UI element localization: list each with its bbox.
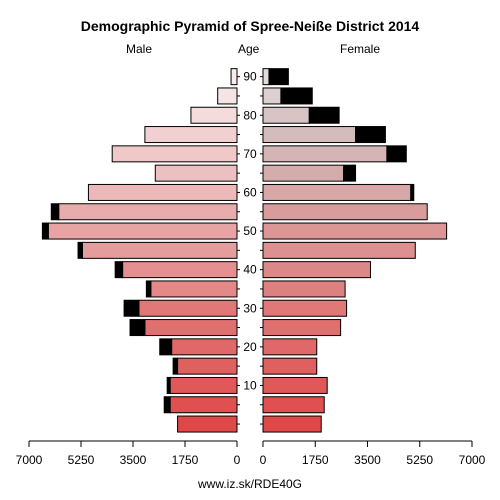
male-x-tick-label: 1750: [172, 453, 199, 467]
male-surplus-bar-25-29: [129, 319, 146, 337]
female-bar-35-39: [262, 280, 346, 298]
female-x-tick-label: 0: [260, 453, 267, 467]
age-tick-label: 20: [243, 340, 257, 354]
male-surplus-bar-35-39: [145, 280, 152, 298]
male-bar-65-69: [154, 164, 238, 182]
male-bar-40-44: [122, 261, 238, 279]
male-bar-75-79: [144, 126, 238, 144]
male-bar-30-34: [138, 299, 238, 317]
female-bar-30-34: [262, 299, 348, 317]
male-bar-15-19: [177, 357, 238, 375]
male-surplus-bar-20-24: [159, 338, 173, 356]
female-bar-20-24: [262, 338, 318, 356]
male-x-tick-label: 3500: [120, 453, 147, 467]
male-header: Male: [126, 42, 153, 56]
source-footer: www.iz.sk/RDE40G: [197, 477, 303, 491]
female-bar-60-64: [262, 183, 412, 201]
age-tick-label: 90: [243, 70, 257, 84]
male-x-tick-label: 7000: [16, 453, 43, 467]
male-surplus-bar-45-49: [77, 241, 83, 259]
female-bar-55-59: [262, 203, 428, 221]
male-x-tick-label: 5250: [68, 453, 95, 467]
female-bar-5-9: [262, 396, 325, 414]
male-x-tick-label: 0: [234, 453, 241, 467]
age-tick-label: 40: [243, 263, 257, 277]
male-bar-25-29: [144, 319, 238, 337]
male-bar-0-4: [177, 415, 238, 433]
female-surplus-bar-85-89: [280, 87, 313, 105]
male-bar-70-74: [111, 145, 238, 163]
female-header: Female: [340, 42, 381, 56]
age-tick-label: 30: [243, 301, 257, 315]
female-bar-85-89: [262, 87, 282, 105]
age-tick-label: 10: [243, 378, 257, 392]
female-bar-70-74: [262, 145, 388, 163]
male-bar-90+: [230, 68, 238, 86]
male-bar-20-24: [171, 338, 238, 356]
female-bar-40-44: [262, 261, 371, 279]
male-bar-50-54: [47, 222, 238, 240]
male-surplus-bar-30-34: [123, 299, 140, 317]
male-surplus-bar-10-14: [166, 376, 171, 394]
male-surplus-bar-15-19: [172, 357, 179, 375]
female-bar-0-4: [262, 415, 322, 433]
female-surplus-bar-70-74: [386, 145, 407, 163]
male-bar-5-9: [169, 396, 238, 414]
female-bar-80-84: [262, 106, 310, 124]
female-bar-75-79: [262, 126, 357, 144]
male-surplus-bar-50-54: [41, 222, 49, 240]
female-bar-10-14: [262, 376, 328, 394]
female-x-tick-label: 5250: [406, 453, 433, 467]
male-bar-45-49: [81, 241, 238, 259]
female-bar-65-69: [262, 164, 345, 182]
age-tick-label: 70: [243, 147, 257, 161]
female-bar-90+: [262, 68, 270, 86]
male-surplus-bar-5-9: [163, 396, 171, 414]
age-tick-label: 80: [243, 108, 257, 122]
female-x-tick-label: 1750: [302, 453, 329, 467]
male-bar-35-39: [150, 280, 238, 298]
female-surplus-bar-90+: [268, 68, 289, 86]
female-surplus-bar-80-84: [308, 106, 340, 124]
female-bar-25-29: [262, 319, 342, 337]
female-bar-45-49: [262, 241, 416, 259]
age-header: Age: [238, 42, 260, 56]
male-bar-80-84: [190, 106, 238, 124]
age-tick-label: 60: [243, 185, 257, 199]
female-surplus-bar-60-64: [410, 183, 415, 201]
male-bar-55-59: [58, 203, 238, 221]
male-bar-85-89: [217, 87, 238, 105]
age-tick-label: 50: [243, 224, 257, 238]
male-bar-60-64: [87, 183, 238, 201]
male-surplus-bar-55-59: [50, 203, 60, 221]
female-bar-50-54: [262, 222, 448, 240]
female-x-tick-label: 7000: [459, 453, 486, 467]
male-bar-10-14: [169, 376, 238, 394]
female-surplus-bar-65-69: [343, 164, 357, 182]
female-x-tick-label: 3500: [354, 453, 381, 467]
chart-title: Demographic Pyramid of Spree-Neiße Distr…: [80, 18, 420, 34]
female-bar-15-19: [262, 357, 318, 375]
female-surplus-bar-75-79: [355, 126, 386, 144]
male-surplus-bar-40-44: [114, 261, 124, 279]
